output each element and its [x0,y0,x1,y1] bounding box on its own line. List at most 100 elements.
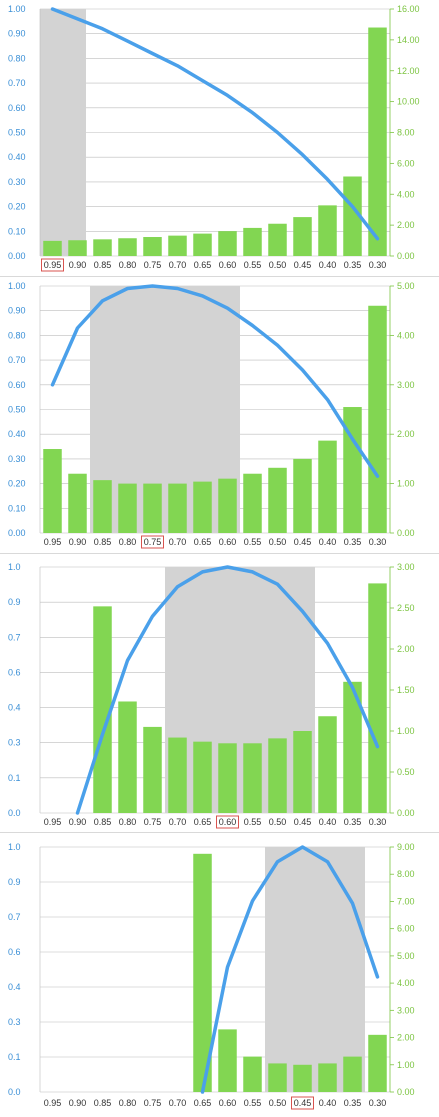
x-tick-label: 0.50 [269,1098,287,1108]
right-tick-label: 4.00 [397,978,415,988]
x-tick-label: 0.90 [69,817,87,827]
right-tick-label: 2.00 [397,1033,415,1043]
x-tick-label: 0.95 [44,260,62,270]
x-tick-label: 0.85 [94,260,112,270]
left-tick-label: 0.00 [8,528,26,538]
x-tick-label: 0.55 [244,260,262,270]
chart-1: 0.00 0.10 0.20 0.30 0.40 0.50 0.60 0.70 0.80 0.90… [8,4,420,272]
chart-panel-4: 0.0 0.1 0.3 0.4 0.6 0.7 0.9 1.0 0.00 1.00 2.00 3.00… [0,834,439,1117]
panel-divider [0,276,439,277]
x-tick-label: 0.55 [244,1098,262,1108]
right-tick-label: 1.50 [397,685,415,695]
line-series [50,7,380,241]
x-tick-label: 0.45 [294,260,312,270]
left-tick-label: 0.60 [8,103,26,113]
x-tick-label: 0.85 [94,537,112,547]
bar-0.50 [268,467,287,533]
bar-0.50 [268,738,287,813]
bar-0.95 [43,240,62,256]
shaded-region [90,286,240,533]
panel-divider [0,832,439,833]
bar-0.60 [218,743,237,813]
bar-0.70 [168,737,187,813]
bar-0.40 [318,716,337,813]
x-tick-label: 0.60 [219,817,237,827]
right-tick-label: 9.00 [397,842,415,852]
x-tick-label: 0.60 [219,537,237,547]
left-tick-label: 0.40 [8,152,26,162]
x-tick-label: 0.90 [69,537,87,547]
left-tick-label: 0.4 [8,703,21,713]
x-tick-label: 0.80 [119,1098,137,1108]
right-tick-label: 5.00 [397,951,415,961]
right-tick-label: 4.00 [397,330,415,340]
bar-0.35 [343,681,362,813]
x-tick-label: 0.35 [344,260,362,270]
right-tick-label: 8.00 [397,869,415,879]
bar-0.35 [343,1056,362,1092]
right-tick-label: 0.50 [397,767,415,777]
bar-0.60 [218,231,237,256]
bar-0.95 [43,449,62,533]
bar-0.75 [143,726,162,813]
left-tick-label: 0.80 [8,53,26,63]
panel-divider [0,553,439,554]
left-tick-label: 0.4 [8,982,21,992]
bar-0.55 [243,473,262,533]
chart-2: 0.00 0.10 0.20 0.30 0.40 0.50 0.60 0.70 0.80 0.90… [8,281,415,549]
bar-0.85 [93,606,112,813]
bar-0.45 [293,731,312,813]
right-tick-label: 2.00 [397,644,415,654]
x-tick-label: 0.65 [194,260,212,270]
x-tick-label: 0.75 [144,1098,162,1108]
right-tick-label: 1.00 [397,479,415,489]
right-tick-label: 0.00 [397,528,415,538]
x-tick-label: 0.75 [144,537,162,547]
left-tick-label: 1.00 [8,4,26,14]
chart-panel-1: 0.00 0.10 0.20 0.30 0.40 0.50 0.60 0.70 0.80 0.90… [0,0,439,276]
shaded-region [40,9,86,256]
left-tick-label: 0.10 [8,226,26,236]
x-tick-label: 0.75 [144,260,162,270]
x-tick-label: 0.30 [369,537,387,547]
x-tick-label: 0.90 [69,260,87,270]
left-tick-label: 0.20 [8,202,26,212]
left-tick-label: 0.0 [8,808,21,818]
right-tick-label: 12.00 [397,66,420,76]
right-tick-label: 14.00 [397,35,420,45]
left-tick-label: 0.40 [8,429,26,439]
right-tick-label: 16.00 [397,4,420,14]
left-tick-label: 0.7 [8,632,21,642]
right-tick-label: 6.00 [397,158,415,168]
bar-0.70 [168,483,187,533]
right-tick-label: 1.00 [397,1060,415,1070]
left-tick-label: 0.90 [8,29,26,39]
bar-0.80 [118,238,137,256]
bar-0.40 [318,440,337,533]
x-tick-label: 0.35 [344,537,362,547]
x-tick-label: 0.30 [369,1098,387,1108]
bar-0.65 [193,481,212,533]
x-tick-label: 0.75 [144,817,162,827]
x-tick-label: 0.35 [344,817,362,827]
x-tick-label: 0.95 [44,817,62,827]
right-tick-label: 0.00 [397,251,415,261]
right-tick-label: 7.00 [397,896,415,906]
x-tick-label: 0.55 [244,537,262,547]
highlight-box [41,258,64,272]
bar-0.50 [268,223,287,256]
left-tick-label: 0.3 [8,738,21,748]
right-tick-label: 3.00 [397,380,415,390]
x-tick-label: 0.85 [94,1098,112,1108]
left-tick-label: 0.3 [8,1017,21,1027]
bar-0.45 [293,217,312,256]
left-tick-label: 0.9 [8,877,21,887]
bar-0.50 [268,1063,287,1092]
right-tick-label: 2.50 [397,603,415,613]
bar-0.35 [343,407,362,533]
x-tick-label: 0.40 [319,817,337,827]
x-tick-label: 0.70 [169,537,187,547]
bar-0.70 [168,235,187,256]
x-tick-label: 0.45 [294,1098,312,1108]
x-tick-label: 0.40 [319,1098,337,1108]
